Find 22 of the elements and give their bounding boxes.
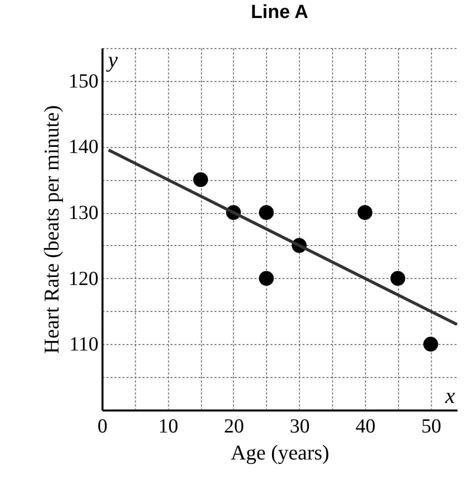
x-tick-label: 0 [98,416,108,438]
point [423,336,438,352]
point [258,205,274,220]
point [390,270,406,286]
x-tick-label: 20 [224,416,244,438]
x-tick-label: 40 [355,416,376,438]
y-tick-label: 120 [68,268,98,290]
y-tick-label: 150 [68,70,98,92]
y-tick-label: 140 [68,136,98,158]
x-axis-title: Age (years) [230,440,330,464]
annotation: x [444,383,456,408]
x-tick-label: 30 [290,416,310,438]
point [193,172,208,188]
y-axis-title: Heart Rate (beats per minute) [40,105,64,354]
point [258,270,274,286]
x-tick-label: 10 [158,416,178,438]
y-tick-label: 130 [68,202,98,224]
x-tick-label: 50 [421,416,442,438]
point [358,205,372,220]
chart-title: Line A [250,2,308,23]
y-tick-label: 110 [69,334,98,356]
annotation: y [106,47,118,72]
